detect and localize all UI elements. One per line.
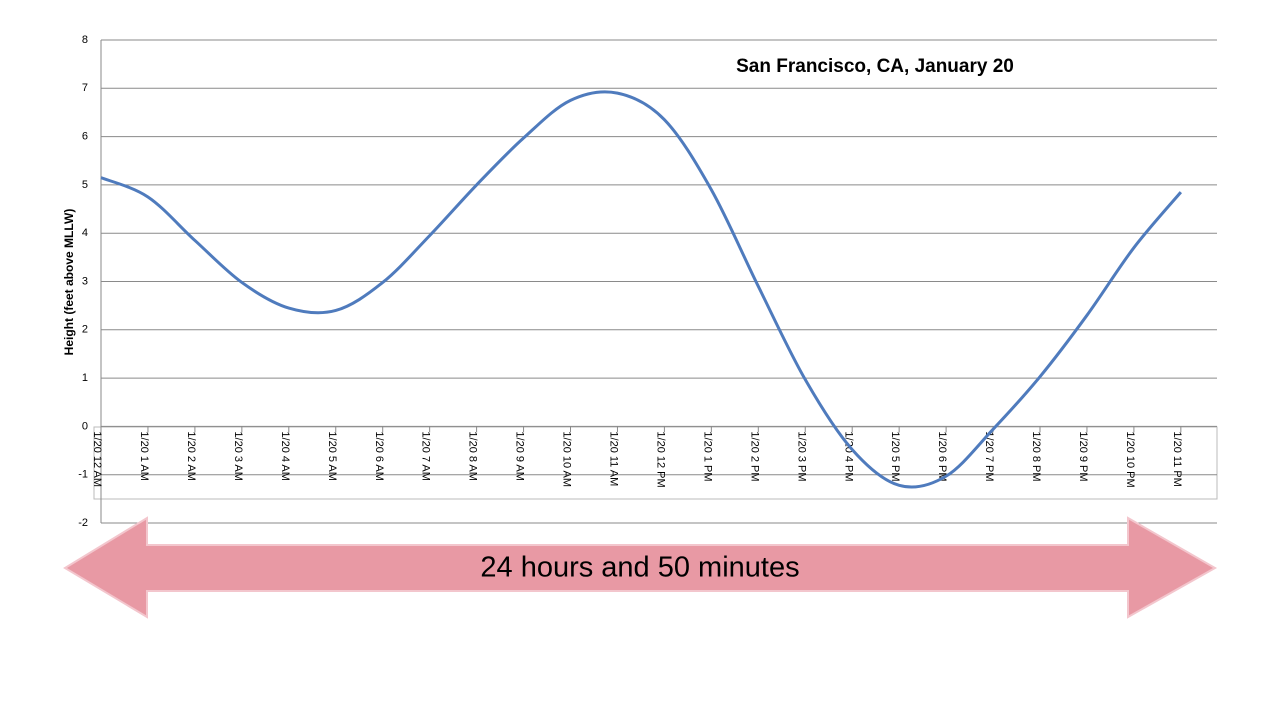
x-tick-label: 1/20 9 PM bbox=[1077, 431, 1089, 481]
x-tick-label: 1/20 4 PM bbox=[842, 431, 854, 481]
annotation: 24 hours and 50 minutes bbox=[480, 552, 799, 584]
x-tick-label: 1/20 11 PM bbox=[1171, 431, 1183, 486]
y-tick-label: 5 bbox=[82, 179, 88, 191]
axis-selection-box bbox=[93, 426, 1218, 500]
x-tick-label: 1/20 3 AM bbox=[232, 431, 244, 481]
plot: -2 -1 0 1 2 3 4 5 6 7 8 1/20 12 AM 1/20 1 AM 1/20 2 A… bbox=[78, 34, 1217, 529]
x-tick-label: 1/20 5 AM bbox=[326, 431, 338, 481]
x-tick-label: 1/20 2 PM bbox=[748, 431, 760, 481]
y-tick-label: -2 bbox=[78, 517, 88, 529]
chart-title: San Francisco, CA, January 20 bbox=[736, 56, 1014, 77]
x-tick-label: 1/20 7 PM bbox=[983, 431, 995, 481]
x-tick-label: 1/20 6 PM bbox=[936, 431, 948, 481]
x-tick-label: 1/20 12 AM bbox=[91, 431, 103, 487]
x-tick-label: 1/20 10 AM bbox=[561, 431, 573, 487]
y-tick-label: 7 bbox=[82, 82, 88, 94]
x-tick-label: 1/20 3 PM bbox=[795, 431, 807, 481]
y-tick-label: 1 bbox=[82, 372, 88, 384]
x-tick-label: 1/20 1 PM bbox=[701, 431, 713, 481]
x-tick-label: 1/20 11 AM bbox=[608, 431, 620, 486]
x-tick-label: 1/20 5 PM bbox=[889, 431, 901, 481]
span-arrow bbox=[63, 516, 1218, 619]
y-axis-label: Height (feet above MLLW) bbox=[62, 209, 76, 356]
x-tick-label: 1/20 6 AM bbox=[373, 431, 385, 481]
tide-line bbox=[100, 90, 1182, 489]
y-tick-label: 0 bbox=[82, 420, 88, 432]
x-tick-label: 1/20 10 PM bbox=[1124, 431, 1136, 487]
y-tick-label: 4 bbox=[82, 227, 88, 239]
x-tick-label: 1/20 1 AM bbox=[138, 431, 150, 481]
x-tick-label: 1/20 12 PM bbox=[654, 431, 666, 487]
x-tick-label: 1/20 2 AM bbox=[185, 431, 197, 481]
x-tick-label: 1/20 9 AM bbox=[514, 431, 526, 481]
x-tick-label: 1/20 7 AM bbox=[420, 431, 432, 481]
x-tick-label: 1/20 8 PM bbox=[1030, 431, 1042, 481]
x-tick-label: 1/20 8 AM bbox=[467, 431, 479, 481]
x-tick-label: 1/20 4 AM bbox=[279, 431, 291, 481]
y-tick-label: 2 bbox=[82, 324, 88, 336]
y-tick-label: -1 bbox=[78, 469, 88, 481]
y-tick-label: 3 bbox=[82, 275, 88, 287]
y-tick-label: 8 bbox=[82, 34, 88, 46]
y-tick-label: 6 bbox=[82, 131, 88, 143]
